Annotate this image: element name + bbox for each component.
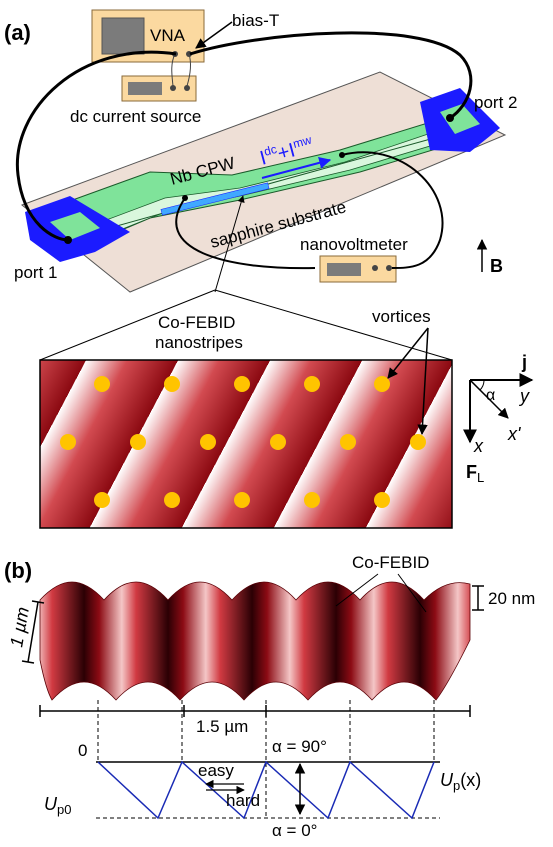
voltmeter-wires bbox=[175, 151, 444, 270]
vortex bbox=[340, 434, 356, 450]
vortex bbox=[60, 434, 76, 450]
nanovoltmeter-label: nanovoltmeter bbox=[300, 235, 408, 254]
potential-profile bbox=[97, 760, 435, 820]
axis-y-label: y bbox=[518, 386, 530, 406]
current-arrow bbox=[261, 156, 332, 179]
panel-b-label: (b) bbox=[4, 558, 32, 583]
dc-current-source bbox=[121, 53, 197, 102]
hard-label: hard bbox=[226, 791, 260, 810]
vna-screen-icon bbox=[101, 17, 145, 55]
alpha-90-label: α = 90° bbox=[272, 737, 327, 756]
projection-lines bbox=[96, 700, 440, 819]
axis-alpha-label: α bbox=[486, 387, 495, 404]
horizontal-scale-label: 1.5 µm bbox=[196, 717, 248, 736]
nanostripe-strip bbox=[160, 182, 270, 216]
current-label: Idc+Imw bbox=[257, 133, 316, 170]
vortex bbox=[374, 376, 390, 392]
vortex bbox=[304, 376, 320, 392]
vortex bbox=[304, 492, 320, 508]
dc-source-label: dc current source bbox=[70, 107, 201, 126]
port-2-contact bbox=[420, 88, 500, 152]
vna-label: VNA bbox=[150, 26, 186, 45]
up-x-label: Up(x) bbox=[440, 770, 481, 793]
cofebid-b-label: Co-FEBID bbox=[352, 553, 429, 572]
force-label: FL bbox=[466, 462, 484, 485]
vortex bbox=[164, 376, 180, 392]
b-field-label: B bbox=[490, 256, 503, 276]
vortex-dots bbox=[60, 376, 426, 508]
vortex bbox=[164, 492, 180, 508]
cofebid-label-line2: nanostripes bbox=[155, 333, 243, 352]
vertical-scale-bar bbox=[21, 600, 45, 664]
coordinate-axes bbox=[463, 373, 534, 444]
axis-j-label: j bbox=[521, 352, 527, 372]
vertical-scale-label: 1 µm bbox=[6, 605, 33, 648]
vna-instrument: VNA bbox=[91, 9, 205, 63]
vortex bbox=[94, 376, 110, 392]
vortices-label: vortices bbox=[372, 307, 431, 326]
vortex bbox=[234, 376, 250, 392]
horizontal-scale-bar bbox=[39, 705, 471, 717]
port-2-label: port 2 bbox=[474, 93, 517, 112]
panel-a-label: (a) bbox=[4, 20, 31, 45]
vortex bbox=[200, 434, 216, 450]
easy-label: easy bbox=[198, 761, 234, 780]
port-1-label: port 1 bbox=[14, 263, 57, 282]
vortex bbox=[130, 434, 146, 450]
height-scale-bar bbox=[472, 585, 484, 611]
port-1-contact bbox=[25, 196, 130, 262]
cofebid-pointer-2 bbox=[397, 573, 427, 613]
cofebid-label-line1: Co-FEBID bbox=[158, 313, 235, 332]
nanovoltmeter-instrument bbox=[319, 255, 397, 283]
up0-label: Up0 bbox=[44, 794, 71, 817]
stripe-zoom-box bbox=[39, 359, 453, 529]
vortex bbox=[94, 492, 110, 508]
afm-surface bbox=[39, 581, 471, 701]
axis-xprime-label: x' bbox=[507, 424, 521, 444]
vortex bbox=[374, 492, 390, 508]
svg-text:Idc+Imw: Idc+Imw bbox=[257, 133, 316, 170]
vortex bbox=[270, 434, 286, 450]
vortex bbox=[410, 434, 426, 450]
zero-label: 0 bbox=[78, 741, 87, 760]
vortex-pointer-1 bbox=[387, 327, 429, 379]
vortex bbox=[234, 492, 250, 508]
axis-x-label: x bbox=[473, 436, 484, 456]
bias-t-arrow bbox=[195, 21, 233, 49]
alpha-0-label: α = 0° bbox=[272, 821, 317, 840]
height-scale-label: 20 nm bbox=[488, 589, 535, 608]
coax-cables bbox=[15, 31, 473, 242]
cofebid-pointer-1 bbox=[335, 573, 379, 607]
vortex-pointer-2 bbox=[417, 327, 429, 436]
bias-t-label: bias-T bbox=[232, 11, 279, 30]
